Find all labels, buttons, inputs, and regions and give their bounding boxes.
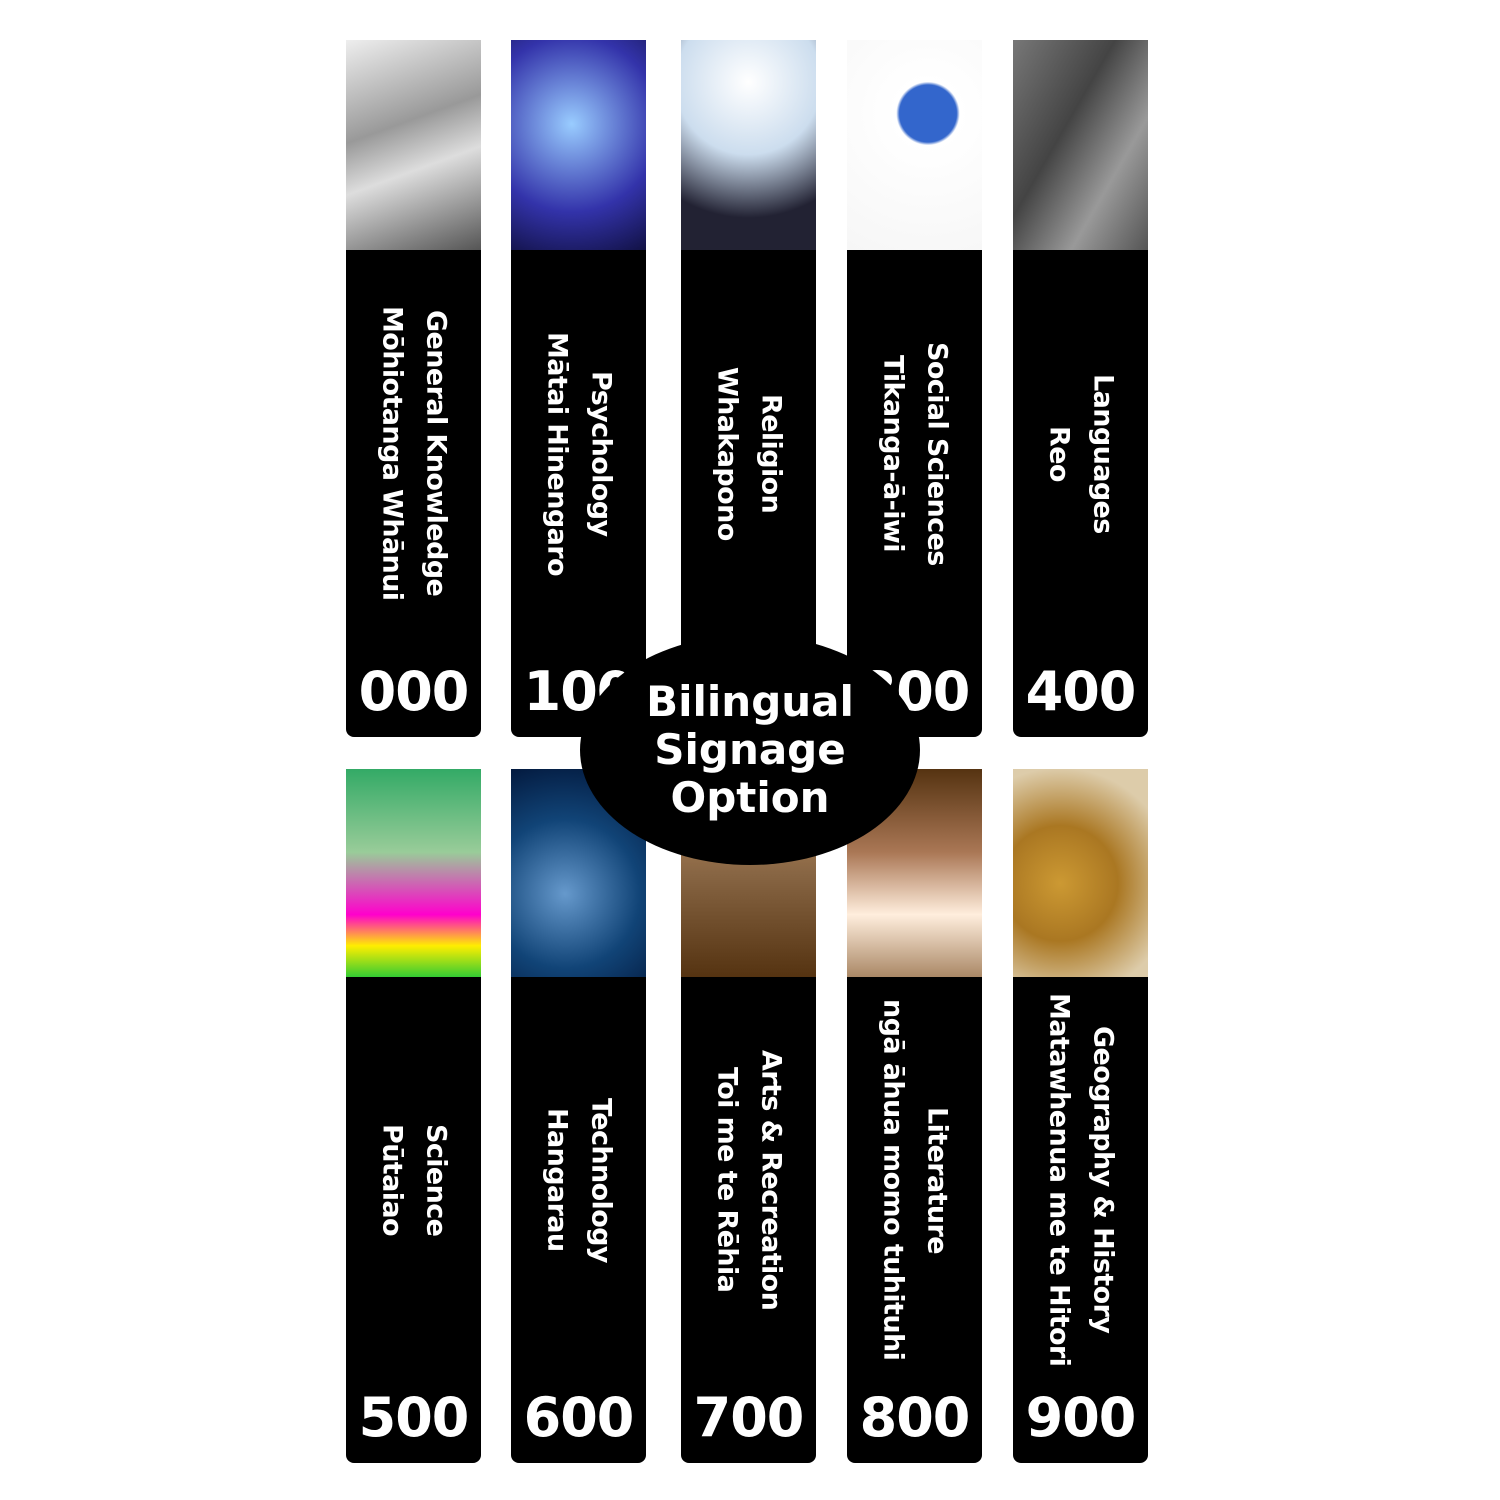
sign: Arts & Recreation Toi me te Rēhia 700	[681, 769, 816, 1463]
sign-labels: Religion Whakapono	[681, 270, 816, 637]
sign-text: Literature ngā āhua momo tuhituhi	[871, 999, 959, 1360]
sign: Geography & History Matawhenua me te Hito…	[1013, 769, 1148, 1463]
english-label: Literature	[921, 1106, 953, 1254]
badge-line: Bilingual	[646, 677, 854, 726]
sign-labels: Psychology Mātai Hinengaro	[511, 270, 646, 637]
sign-labels: Geography & History Matawhenua me te Hito…	[1013, 993, 1148, 1366]
sign: Social Sciences Tikanga-ā-iwi 300	[847, 40, 982, 737]
sign-text: Geography & History Matawhenua me te Hito…	[1037, 993, 1125, 1366]
sign-text: Science Pūtaiao	[370, 1124, 458, 1236]
maori-label: Pūtaiao	[376, 1124, 408, 1236]
sign-text: Languages Reo	[1037, 374, 1125, 534]
maori-label: Mātai Hinengaro	[541, 331, 573, 576]
maori-label: Mōhiotanga Whānui	[376, 306, 408, 601]
maori-label: Reo	[1043, 425, 1075, 482]
sign-labels: Literature ngā āhua momo tuhituhi	[847, 997, 982, 1363]
sign-image	[847, 40, 982, 250]
english-label: General Knowledge	[420, 310, 452, 597]
sign-text: Technology Hangarau	[535, 1098, 623, 1263]
sign: Languages Reo 400	[1013, 40, 1148, 737]
sign-labels: General Knowledge Mōhiotanga Whānui	[346, 270, 481, 637]
class-number: 000	[358, 660, 470, 723]
sign-text: Psychology Mātai Hinengaro	[535, 332, 623, 576]
sign-image	[346, 769, 481, 977]
sign-text: Social Sciences Tikanga-ā-iwi	[871, 342, 959, 566]
sign-image	[1013, 769, 1148, 977]
sign-labels: Technology Hangarau	[511, 997, 646, 1363]
badge: Bilingual Signage Option	[580, 635, 920, 865]
class-number: 500	[358, 1386, 470, 1449]
english-label: Psychology	[585, 370, 617, 537]
sign: Technology Hangarau 600	[511, 769, 646, 1463]
english-label: Social Sciences	[921, 341, 953, 566]
english-label: Religion	[755, 393, 787, 514]
sign-labels: Languages Reo	[1013, 270, 1148, 637]
sign: ReligionWhakapono200	[681, 40, 816, 737]
maori-label: Tikanga-ā-iwi	[877, 355, 909, 552]
english-label: Science	[420, 1123, 452, 1237]
sign: Science Pūtaiao 500	[346, 769, 481, 1463]
maori-label: Matawhenua me te Hitori	[1043, 993, 1075, 1367]
sign-image	[511, 40, 646, 250]
sign-image	[346, 40, 481, 250]
sign: General Knowledge Mōhiotanga Whānui 000	[346, 40, 481, 737]
sign: Psychology Mātai Hinengaro 100	[511, 40, 646, 737]
english-label: Geography & History	[1087, 1026, 1119, 1334]
class-number: 800	[859, 1386, 971, 1449]
sign: Literature ngā āhua momo tuhituhi 800	[847, 769, 982, 1463]
class-number: 900	[1025, 1386, 1137, 1449]
sign-text: Arts & Recreation Toi me te Rēhia	[705, 1050, 793, 1310]
sign-labels: Social Sciences Tikanga-ā-iwi	[847, 270, 982, 637]
class-number: 400	[1025, 660, 1137, 723]
sign-labels: Arts & Recreation Toi me te Rēhia	[681, 997, 816, 1363]
maori-label: Whakapono	[711, 366, 743, 541]
sign-image	[681, 40, 816, 250]
class-number: 600	[523, 1386, 635, 1449]
class-number: 700	[693, 1386, 805, 1449]
maori-label: Hangarau	[541, 1108, 573, 1252]
badge-line: Signage	[654, 725, 846, 774]
english-label: Arts & Recreation	[755, 1049, 787, 1311]
sign-text: General Knowledge Mōhiotanga Whānui	[370, 306, 458, 600]
sign-image	[1013, 40, 1148, 250]
maori-label: ngā āhua momo tuhituhi	[877, 999, 909, 1361]
maori-label: Toi me te Rēhia	[711, 1067, 743, 1293]
english-label: Languages	[1087, 373, 1119, 534]
badge-line: Option	[670, 773, 830, 822]
sign-labels: Science Pūtaiao	[346, 997, 481, 1363]
english-label: Technology	[585, 1097, 617, 1263]
sign-text: Religion Whakapono	[705, 367, 793, 541]
